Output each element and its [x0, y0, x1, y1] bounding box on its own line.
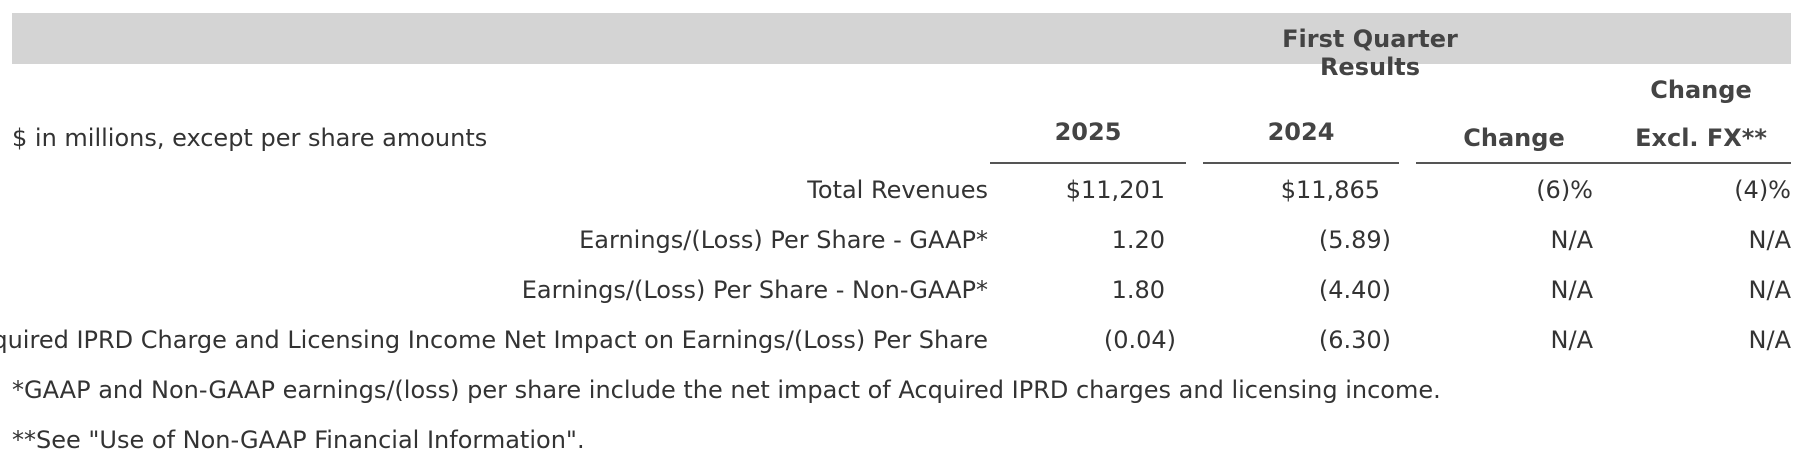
col-header-2025: 2025: [1054, 118, 1122, 146]
cell-change-fx-eps-gaap: N/A: [1748, 226, 1791, 254]
cell-2024-eps-gaap: (5.89): [1318, 226, 1391, 254]
cell-2025-iprd-impact: (0.04): [1103, 326, 1176, 354]
footnote-gaap: *GAAP and Non-GAAP earnings/(loss) per s…: [12, 376, 1441, 404]
footnote-non-gaap: **See "Use of Non-GAAP Financial Informa…: [12, 426, 585, 454]
col-underline-change: [1416, 162, 1612, 164]
cell-2024-total-revenues: $11,865: [1280, 176, 1380, 204]
cell-change-iprd-impact: N/A: [1550, 326, 1593, 354]
cell-2025-total-revenues: $11,201: [1065, 176, 1165, 204]
cell-change-eps-gaap: N/A: [1550, 226, 1593, 254]
col-underline-change-fx: [1611, 162, 1791, 164]
row-label-eps-gaap: Earnings/(Loss) Per Share - GAAP*: [579, 226, 988, 254]
row-label-total-revenues: Total Revenues: [807, 176, 988, 204]
header-band: [12, 13, 1791, 64]
cell-change-eps-non-gaap: N/A: [1550, 276, 1593, 304]
cell-2025-eps-non-gaap: 1.80: [1111, 276, 1165, 304]
cell-change-fx-iprd-impact: N/A: [1748, 326, 1791, 354]
cell-change-total-revenues: (6)%: [1536, 176, 1593, 204]
col-header-change-fx-line2: Excl. FX**: [1635, 124, 1767, 152]
cell-2024-iprd-impact: (6.30): [1318, 326, 1391, 354]
units-label: $ in millions, except per share amounts: [12, 124, 488, 152]
row-label-iprd-impact: Acquired IPRD Charge and Licensing Incom…: [0, 326, 988, 354]
col-header-change-fx-line1: Change: [1650, 76, 1752, 104]
cell-2024-eps-non-gaap: (4.40): [1318, 276, 1391, 304]
cell-change-fx-total-revenues: (4)%: [1734, 176, 1791, 204]
col-underline-2024: [1203, 162, 1399, 164]
cell-change-fx-eps-non-gaap: N/A: [1748, 276, 1791, 304]
col-header-change: Change: [1463, 124, 1565, 152]
col-header-2024: 2024: [1267, 118, 1335, 146]
row-label-eps-non-gaap: Earnings/(Loss) Per Share - Non-GAAP*: [521, 276, 988, 304]
col-underline-2025: [990, 162, 1186, 164]
table-title: First Quarter Results: [1282, 25, 1458, 81]
cell-2025-eps-gaap: 1.20: [1111, 226, 1165, 254]
